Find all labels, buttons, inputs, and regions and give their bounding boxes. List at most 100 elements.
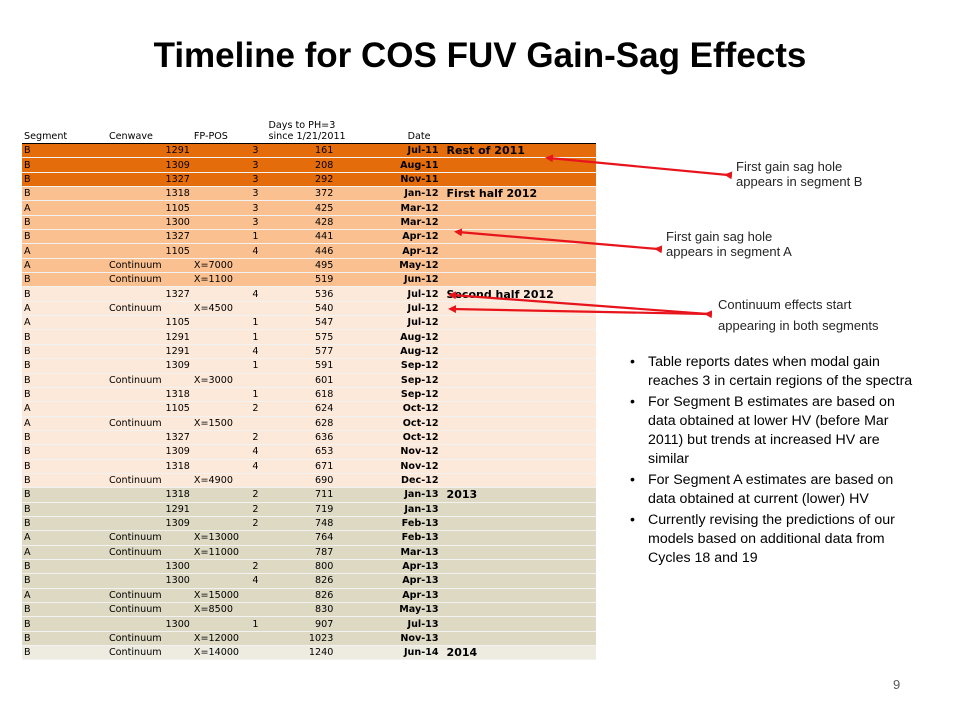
cell-cenwave: Continuum [106, 602, 192, 618]
cell-date: Nov-13 [347, 631, 441, 647]
cell-cenwave: 1300 [106, 215, 192, 231]
cell-days: 624 [266, 401, 348, 417]
cell-segment: A [22, 545, 107, 560]
cell-fppos: 3 [191, 215, 267, 231]
cell-fppos: 1 [191, 329, 267, 345]
cell-date: Apr-13 [347, 559, 441, 575]
table-row: B 1327 1 441 Apr-12 [22, 229, 596, 245]
cell-group-label [440, 430, 596, 446]
table-row: B 1327 3 292 Nov-11 [22, 172, 596, 188]
cell-group-label [440, 200, 596, 216]
cell-cenwave: 1300 [106, 573, 192, 589]
cell-date: May-12 [347, 258, 441, 274]
annotation-segment-b-line1: First gain sag hole [736, 159, 843, 174]
cell-segment: A [22, 401, 107, 417]
cell-fppos: 2 [191, 516, 267, 532]
table-row: B Continuum X=12000 1023 Nov-13 [22, 631, 596, 647]
annotation-segment-a: First gain sag hole appears in segment A [666, 229, 792, 259]
cell-group-label [440, 401, 596, 417]
cell-fppos: 4 [191, 286, 267, 302]
cell-cenwave: 1291 [106, 344, 192, 360]
cell-date: May-13 [347, 602, 441, 618]
cell-segment: B [22, 186, 107, 202]
table-row: B 1327 4 536 Jul-12 Second half 2012 [22, 286, 596, 302]
cell-days: 628 [266, 416, 348, 431]
cell-group-label [440, 616, 596, 632]
cell-date: Jul-13 [347, 616, 441, 632]
cell-group-label [440, 215, 596, 231]
table-row: B 1300 1 907 Jul-13 [22, 616, 596, 632]
bullet-text: Currently revising the predictions of ou… [648, 512, 895, 566]
cell-days: 671 [266, 459, 348, 474]
cell-segment: B [22, 631, 107, 647]
table-row: A 1105 1 547 Jul-12 [22, 315, 596, 331]
cell-group-label [440, 416, 596, 431]
table-row: B 1309 4 653 Nov-12 [22, 444, 596, 460]
cell-segment: B [22, 172, 107, 188]
header-segment: Segment [22, 131, 107, 144]
cell-cenwave: 1318 [106, 387, 192, 403]
table-row: A Continuum X=15000 826 Apr-13 [22, 588, 596, 604]
cell-days: 292 [266, 172, 348, 188]
annotation-continuum: Continuum effects start appearing in bot… [718, 294, 878, 336]
cell-group-label [440, 373, 596, 388]
cell-segment: B [22, 430, 107, 446]
cell-group-label [440, 502, 596, 517]
cell-segment: B [22, 344, 107, 360]
cell-date: Mar-13 [347, 545, 441, 560]
cell-segment: A [22, 258, 107, 274]
cell-days: 907 [266, 616, 348, 632]
cell-date: Nov-12 [347, 444, 441, 460]
cell-cenwave: 1309 [106, 358, 192, 374]
table-row: B 1300 3 428 Mar-12 [22, 215, 596, 231]
slide-title: Timeline for COS FUV Gain-Sag Effects [153, 36, 807, 75]
cell-fppos: X=1100 [191, 272, 267, 288]
cell-days: 653 [266, 444, 348, 460]
cell-cenwave: Continuum [106, 645, 192, 661]
cell-segment: B [22, 272, 107, 288]
cell-days: 1240 [266, 645, 348, 661]
cell-group-label: First half 2012 [440, 186, 596, 202]
cell-group-label: Second half 2012 [440, 286, 596, 302]
table-row: B 1300 2 800 Apr-13 [22, 559, 596, 575]
table-row: B Continuum X=14000 1240 Jun-14 2014 [22, 645, 596, 661]
cell-fppos: 3 [191, 143, 267, 159]
cell-fppos: X=12000 [191, 631, 267, 647]
cell-cenwave: 1105 [106, 315, 192, 331]
cell-group-label [440, 229, 596, 245]
cell-segment: B [22, 502, 107, 517]
cell-fppos: X=7000 [191, 258, 267, 274]
annotation-segment-b-line2: appears in segment B [736, 174, 863, 189]
cell-segment: A [22, 301, 107, 317]
cell-segment: B [22, 229, 107, 245]
cell-segment: A [22, 315, 107, 331]
table-row: B 1318 4 671 Nov-12 [22, 459, 596, 474]
cell-group-label [440, 329, 596, 345]
cell-cenwave: Continuum [106, 373, 192, 388]
cell-date: Aug-12 [347, 344, 441, 360]
table-row: B 1318 2 711 Jan-13 2013 [22, 487, 596, 503]
table-row: B Continuum X=8500 830 May-13 [22, 602, 596, 618]
table-row: B 1291 1 575 Aug-12 [22, 329, 596, 345]
cell-group-label [440, 473, 596, 489]
cell-fppos: 4 [191, 444, 267, 460]
cell-date: Oct-12 [347, 416, 441, 431]
cell-cenwave: 1318 [106, 186, 192, 202]
table-row: B Continuum X=1100 519 Jun-12 [22, 272, 596, 288]
cell-fppos: 2 [191, 430, 267, 446]
cell-group-label [440, 559, 596, 575]
cell-fppos: X=14000 [191, 645, 267, 661]
cell-group-label [440, 344, 596, 360]
cell-days: 519 [266, 272, 348, 288]
table-body: B 1291 3 161 Jul-11 Rest of 2011 B 1309 3 208 Aug-… [22, 143, 596, 661]
bullet-dot: • [630, 472, 635, 488]
cell-group-label [440, 602, 596, 618]
table-row: A Continuum X=11000 787 Mar-13 [22, 545, 596, 560]
table-row: A Continuum X=7000 495 May-12 [22, 258, 596, 274]
cell-date: Jul-12 [347, 315, 441, 331]
cell-fppos: 1 [191, 616, 267, 632]
cell-date: Apr-12 [347, 243, 441, 259]
cell-days: 601 [266, 373, 348, 388]
table-row: B 1291 3 161 Jul-11 Rest of 2011 [22, 143, 596, 159]
cell-days: 690 [266, 473, 348, 489]
